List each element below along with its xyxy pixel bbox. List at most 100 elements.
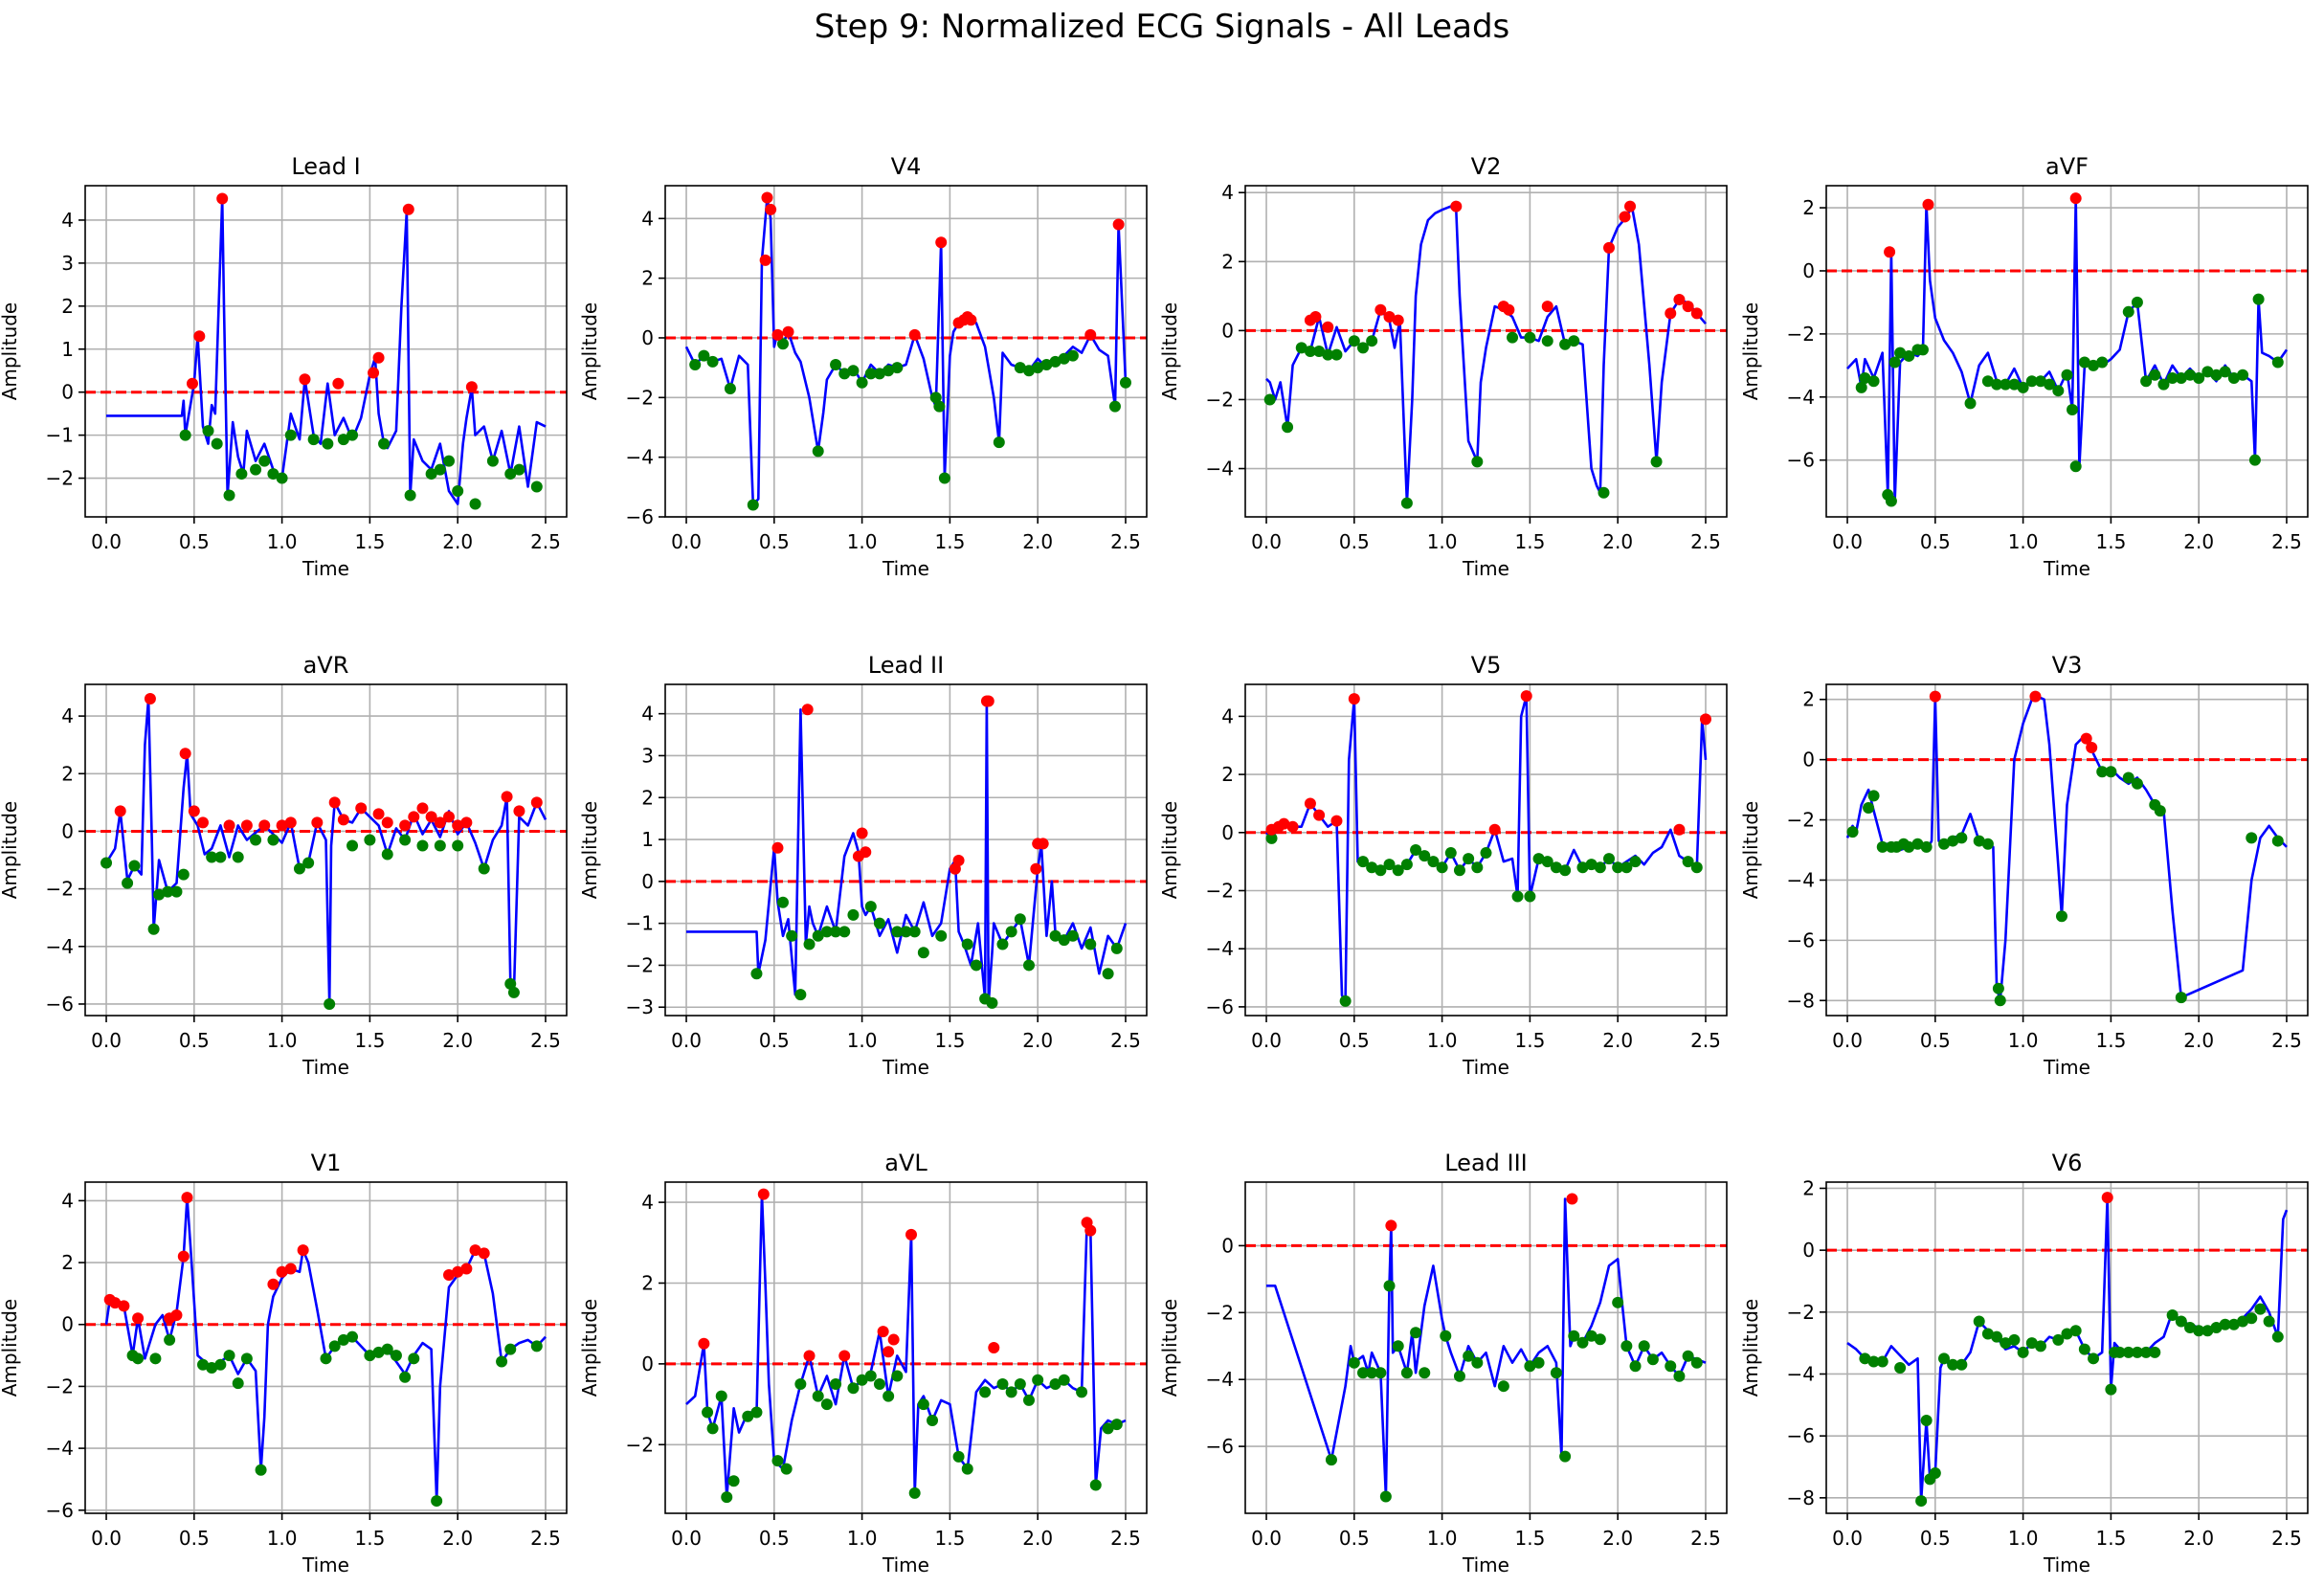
trough-marker	[864, 368, 877, 380]
x-tick-label: 0.0	[1251, 1029, 1282, 1052]
trough-marker	[952, 1450, 965, 1463]
peak-marker	[759, 254, 771, 266]
trough-marker	[1981, 838, 1994, 850]
trough-marker	[1089, 1479, 1102, 1491]
y-tick-label: 4	[61, 209, 74, 232]
x-tick-label: 0.5	[759, 1527, 790, 1550]
trough-marker	[891, 1370, 904, 1382]
peak-marker	[114, 805, 126, 817]
trough-marker	[1066, 929, 1079, 942]
trough-marker	[820, 1398, 833, 1411]
trough-marker	[1964, 397, 1977, 410]
trough-marker	[2078, 1343, 2090, 1355]
trough-marker	[1992, 982, 2004, 995]
trough-marker	[2263, 1315, 2275, 1328]
trough-marker	[1620, 861, 1633, 874]
peak-marker	[196, 816, 209, 829]
trough-marker	[1348, 335, 1360, 347]
x-tick-label: 0.0	[671, 1527, 702, 1550]
trough-marker	[2157, 378, 2170, 391]
trough-marker	[1859, 372, 1871, 385]
trough-marker	[1366, 861, 1378, 874]
y-tick-label: 0	[641, 1352, 654, 1375]
trough-marker	[961, 1463, 973, 1475]
y-tick-label: −2	[1787, 809, 1815, 832]
x-tick-label: 2.5	[530, 1029, 561, 1052]
x-tick-label: 1.0	[1427, 1527, 1458, 1550]
subplot-v3: 0.0 0.5 1.0 1.5 2.0 2.5 −8 −6 −4 −2 0 2 V3 Time Amplit…	[1739, 652, 2309, 1079]
trough-marker	[794, 989, 807, 1001]
trough-marker	[1366, 335, 1378, 347]
trough-marker	[2237, 369, 2249, 381]
y-tick-label: 4	[1221, 181, 1234, 204]
trough-marker	[1550, 861, 1562, 874]
trough-marker	[1955, 832, 1968, 844]
trough-marker	[935, 929, 948, 942]
trough-marker	[1014, 913, 1026, 926]
trough-marker	[908, 926, 921, 938]
trough-marker	[1392, 1340, 1404, 1352]
y-tick-label: 1	[641, 828, 654, 851]
y-tick-label: −6	[1787, 1424, 1815, 1447]
trough-marker	[2061, 369, 2073, 381]
trough-marker	[2122, 771, 2134, 784]
y-tick-label: 2	[61, 762, 74, 785]
y-tick-label: 2	[1221, 250, 1234, 273]
trough-marker	[689, 359, 702, 371]
trough-marker	[2166, 372, 2179, 385]
trough-marker	[1916, 344, 1929, 356]
trough-marker	[1867, 790, 1880, 802]
trough-marker	[864, 1370, 877, 1382]
trough-marker	[1023, 1394, 1036, 1406]
ecg-signal-line	[686, 700, 1128, 1005]
ecg-signal-line	[104, 697, 547, 1006]
trough-marker	[2078, 356, 2090, 369]
x-tick-label: 1.5	[354, 1527, 385, 1550]
trough-marker	[2248, 454, 2261, 466]
trough-marker	[1650, 456, 1663, 468]
peak-marker	[1541, 301, 1553, 313]
trough-marker	[864, 901, 877, 913]
y-axis-label: Amplitude	[0, 801, 21, 900]
trough-marker	[1014, 1377, 1026, 1390]
y-tick-label: −2	[1787, 1301, 1815, 1324]
plot-frame	[664, 185, 1148, 518]
trough-marker	[1392, 864, 1404, 877]
trough-marker	[1463, 853, 1475, 865]
trough-marker	[1005, 926, 1017, 938]
trough-marker	[2052, 385, 2065, 397]
y-tick-label: −8	[1787, 1486, 1815, 1509]
trough-marker	[1436, 861, 1448, 874]
y-tick-label: −2	[46, 467, 74, 490]
peak-marker	[1030, 862, 1042, 875]
trough-marker	[1991, 378, 2003, 391]
subplot-lead-ii: 0.0 0.5 1.0 1.5 2.0 2.5 −3 −2 −1 0 1 2 3 4 Lead II Time…	[578, 652, 1148, 1079]
peak-marker	[328, 796, 341, 809]
y-axis-label: Amplitude	[1739, 1299, 1762, 1397]
trough-marker	[1559, 338, 1572, 350]
trough-marker	[1313, 346, 1326, 357]
peak-marker	[883, 1346, 895, 1358]
x-axis-label: Time	[1462, 1056, 1509, 1079]
x-tick-label: 2.5	[1690, 1527, 1721, 1550]
y-axis-label: Amplitude	[578, 1299, 601, 1397]
trough-marker	[917, 947, 929, 959]
trough-marker	[2061, 1328, 2073, 1340]
peak-marker	[771, 841, 784, 854]
trough-marker	[1612, 861, 1624, 874]
trough-marker	[149, 1352, 162, 1365]
trough-marker	[2219, 366, 2231, 378]
trough-marker	[1058, 352, 1070, 365]
trough-marker	[830, 926, 842, 938]
trough-marker	[1885, 495, 1897, 507]
y-tick-label: 0	[61, 381, 74, 404]
x-axis-label: Time	[302, 557, 349, 580]
subplot-title: V6	[2052, 1150, 2083, 1176]
peak-marker	[2080, 732, 2092, 745]
trough-marker	[2096, 356, 2109, 369]
plot-frame	[1244, 1181, 1728, 1514]
trough-marker	[1453, 864, 1465, 877]
trough-marker	[211, 437, 223, 450]
trough-marker	[873, 917, 885, 929]
y-tick-label: 0	[1802, 259, 1815, 282]
